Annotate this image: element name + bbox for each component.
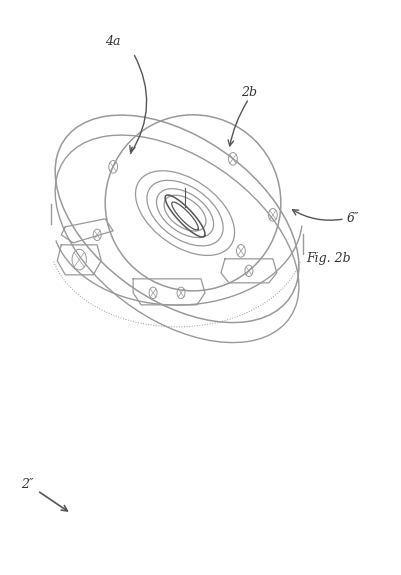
Text: 4a: 4a — [105, 35, 121, 48]
Text: 2b: 2b — [240, 86, 256, 99]
Text: 2″: 2″ — [21, 478, 34, 492]
Text: 6″: 6″ — [346, 212, 358, 225]
Text: Fig. 2b: Fig. 2b — [306, 252, 350, 266]
